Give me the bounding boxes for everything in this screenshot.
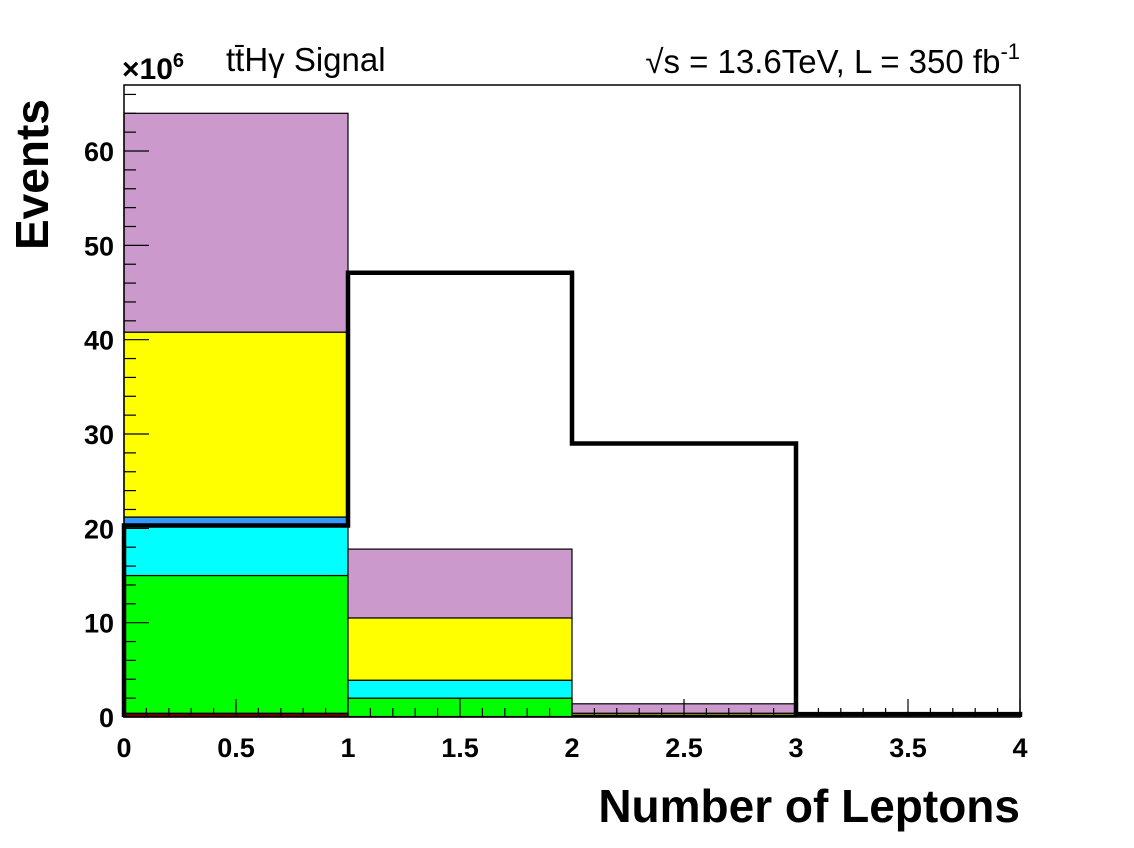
y-multiplier-base: ×10 (122, 53, 173, 86)
energy-luminosity-text: √s = 13.6TeV, L = 350 fb (645, 43, 1000, 80)
luminosity-unit-exponent: -1 (1000, 39, 1020, 64)
axis-ticks (123, 93, 1021, 718)
stack-bar-segment (347, 548, 573, 619)
x-axis-title: Number of Leptons (598, 780, 1020, 832)
y-tick-label: 50 (84, 231, 114, 261)
x-tick-label: 3 (788, 733, 803, 763)
x-tick-label: 0.5 (217, 733, 255, 763)
y-multiplier: ×106 (122, 50, 184, 86)
y-tick-label: 10 (84, 609, 114, 639)
y-axis-title: Events (6, 99, 58, 250)
y-tick-label: 0 (99, 703, 114, 733)
x-tick-label: 3.5 (889, 733, 927, 763)
energy-luminosity-label: √s = 13.6TeV, L = 350 fb-1 (645, 39, 1020, 80)
y-multiplier-exponent: 6 (173, 50, 184, 72)
y-tick-label: 30 (84, 420, 114, 450)
x-tick-label: 1 (340, 733, 355, 763)
x-tick-label: 0 (116, 733, 131, 763)
stack-bar-segment (123, 331, 349, 518)
stack-bar-segment (123, 574, 349, 714)
x-tick-label: 4 (1012, 733, 1027, 763)
x-tick-label: 2.5 (665, 733, 703, 763)
stack-bar-segment (123, 525, 349, 577)
x-tick-label: 1.5 (441, 733, 479, 763)
x-tick-label: 2 (564, 733, 579, 763)
stack-bar-segment (123, 112, 349, 333)
y-tick-label: 20 (84, 514, 114, 544)
y-tick-label: 60 (84, 137, 114, 167)
y-tick-label: 40 (84, 326, 114, 356)
stack-bar-segment (347, 617, 573, 681)
stack-bar-segment (347, 679, 573, 699)
signal-label: tt̄Hγ Signal (226, 41, 386, 78)
